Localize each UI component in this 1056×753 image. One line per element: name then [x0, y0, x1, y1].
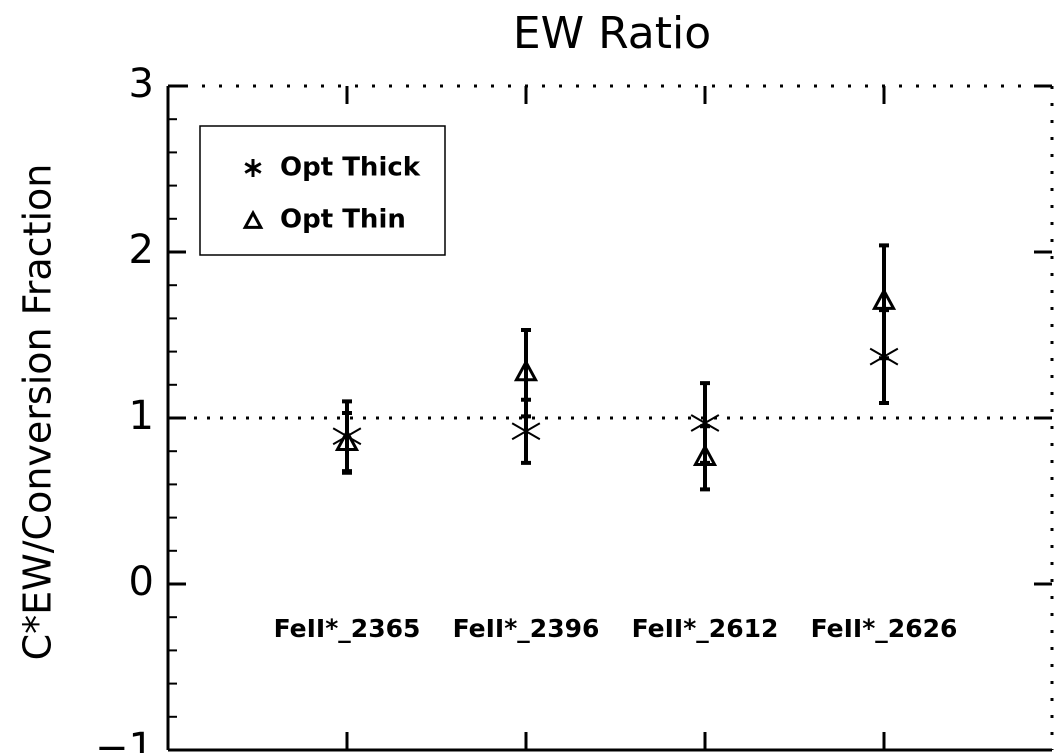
y-tick-label: 0 — [129, 559, 154, 605]
y-tick-label: 1 — [129, 393, 154, 439]
legend-label: Opt Thin — [280, 205, 406, 235]
error-bar — [342, 411, 352, 475]
category-label: FeII*_2612 — [632, 614, 779, 643]
asterisk-marker — [511, 415, 541, 448]
category-label: FeII*_2626 — [811, 614, 958, 643]
y-axis-label: C*EW/Conversion Fraction — [16, 164, 60, 661]
triangle-marker — [334, 428, 360, 451]
y-tick-label: 2 — [129, 227, 154, 273]
error-bar — [879, 243, 889, 361]
triangle-marker — [692, 443, 718, 466]
asterisk-marker — [244, 159, 262, 177]
chart-title: EW Ratio — [513, 8, 711, 59]
category-label: FeII*_2365 — [274, 614, 421, 643]
error-bar — [700, 424, 710, 492]
triangle-marker — [871, 287, 897, 310]
category-label: FeII*_2396 — [453, 614, 600, 643]
error-bar — [521, 328, 531, 419]
triangle-marker — [513, 359, 539, 382]
legend-label: Opt Thick — [280, 153, 421, 183]
y-tick-label: 3 — [129, 61, 154, 107]
legend-box — [199, 125, 446, 256]
y-tick-label: −1 — [95, 725, 154, 753]
triangle-marker — [242, 209, 264, 229]
